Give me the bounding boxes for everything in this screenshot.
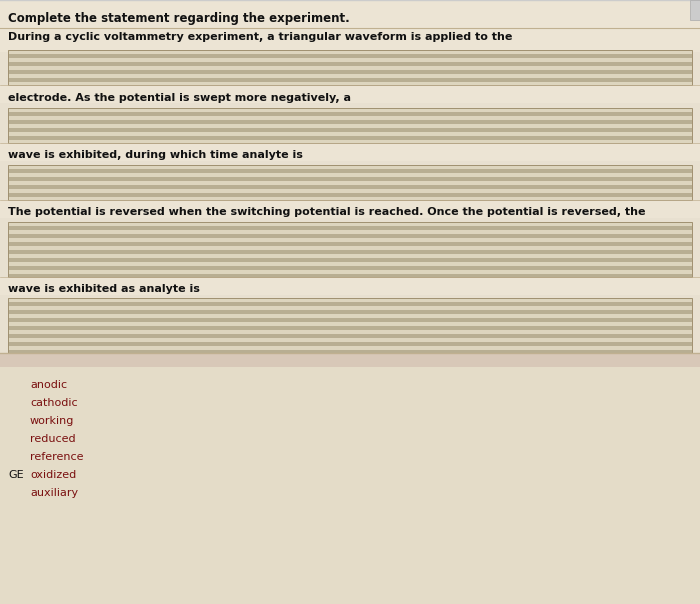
- Bar: [8, 74, 692, 78]
- Bar: [0, 0, 700, 28]
- Text: GE: GE: [8, 470, 24, 480]
- Bar: [8, 338, 692, 342]
- Bar: [8, 181, 692, 185]
- Bar: [8, 50, 692, 54]
- Bar: [8, 62, 692, 66]
- Bar: [8, 169, 692, 173]
- Bar: [8, 116, 692, 120]
- Bar: [0, 277, 700, 295]
- Bar: [0, 28, 700, 52]
- Bar: [0, 353, 700, 367]
- Text: oxidized: oxidized: [30, 470, 76, 480]
- Bar: [8, 222, 692, 226]
- Bar: [8, 266, 692, 270]
- Bar: [8, 189, 692, 193]
- Bar: [8, 250, 692, 254]
- Bar: [8, 222, 692, 277]
- Text: reference: reference: [30, 452, 83, 462]
- Bar: [8, 50, 692, 85]
- Bar: [8, 230, 692, 234]
- Bar: [690, 0, 700, 20]
- Text: During a cyclic voltammetry experiment, a triangular waveform is applied to the: During a cyclic voltammetry experiment, …: [8, 32, 512, 42]
- Bar: [8, 342, 692, 346]
- Bar: [8, 173, 692, 177]
- Bar: [8, 58, 692, 62]
- Bar: [8, 258, 692, 262]
- Bar: [8, 108, 692, 112]
- Bar: [8, 193, 692, 197]
- Bar: [0, 353, 700, 604]
- Bar: [8, 234, 692, 238]
- Bar: [8, 330, 692, 334]
- Bar: [8, 346, 692, 350]
- Bar: [0, 200, 700, 218]
- Bar: [8, 254, 692, 258]
- Text: auxiliary: auxiliary: [30, 488, 78, 498]
- Bar: [8, 314, 692, 318]
- Bar: [8, 318, 692, 322]
- Bar: [8, 177, 692, 181]
- Text: reduced: reduced: [30, 434, 76, 444]
- Bar: [8, 128, 692, 132]
- Text: working: working: [30, 416, 74, 426]
- Bar: [8, 78, 692, 82]
- Bar: [8, 132, 692, 136]
- Bar: [8, 120, 692, 124]
- Bar: [8, 262, 692, 266]
- Bar: [8, 185, 692, 189]
- Bar: [8, 112, 692, 116]
- Bar: [8, 54, 692, 58]
- Bar: [8, 124, 692, 128]
- Text: Complete the statement regarding the experiment.: Complete the statement regarding the exp…: [8, 12, 350, 25]
- Bar: [8, 350, 692, 353]
- Bar: [8, 136, 692, 140]
- Bar: [8, 197, 692, 200]
- Text: cathodic: cathodic: [30, 398, 78, 408]
- Bar: [8, 226, 692, 230]
- Bar: [8, 310, 692, 314]
- Text: wave is exhibited, during which time analyte is: wave is exhibited, during which time ana…: [8, 150, 303, 160]
- Bar: [8, 334, 692, 338]
- Text: wave is exhibited as analyte is: wave is exhibited as analyte is: [8, 284, 200, 294]
- Bar: [0, 85, 700, 103]
- Bar: [8, 298, 692, 353]
- Bar: [8, 165, 692, 200]
- Bar: [8, 70, 692, 74]
- Bar: [8, 246, 692, 250]
- Bar: [8, 242, 692, 246]
- Text: anodic: anodic: [30, 380, 67, 390]
- Bar: [0, 143, 700, 161]
- Bar: [8, 298, 692, 302]
- Bar: [8, 274, 692, 277]
- Bar: [8, 108, 692, 143]
- Bar: [8, 322, 692, 326]
- Bar: [8, 270, 692, 274]
- Text: The potential is reversed when the switching potential is reached. Once the pote: The potential is reversed when the switc…: [8, 207, 645, 217]
- Bar: [8, 302, 692, 306]
- Bar: [8, 165, 692, 169]
- Bar: [8, 326, 692, 330]
- Text: electrode. As the potential is swept more negatively, a: electrode. As the potential is swept mor…: [8, 93, 351, 103]
- Bar: [8, 238, 692, 242]
- Bar: [8, 140, 692, 143]
- Bar: [8, 306, 692, 310]
- Bar: [8, 82, 692, 85]
- Bar: [8, 66, 692, 70]
